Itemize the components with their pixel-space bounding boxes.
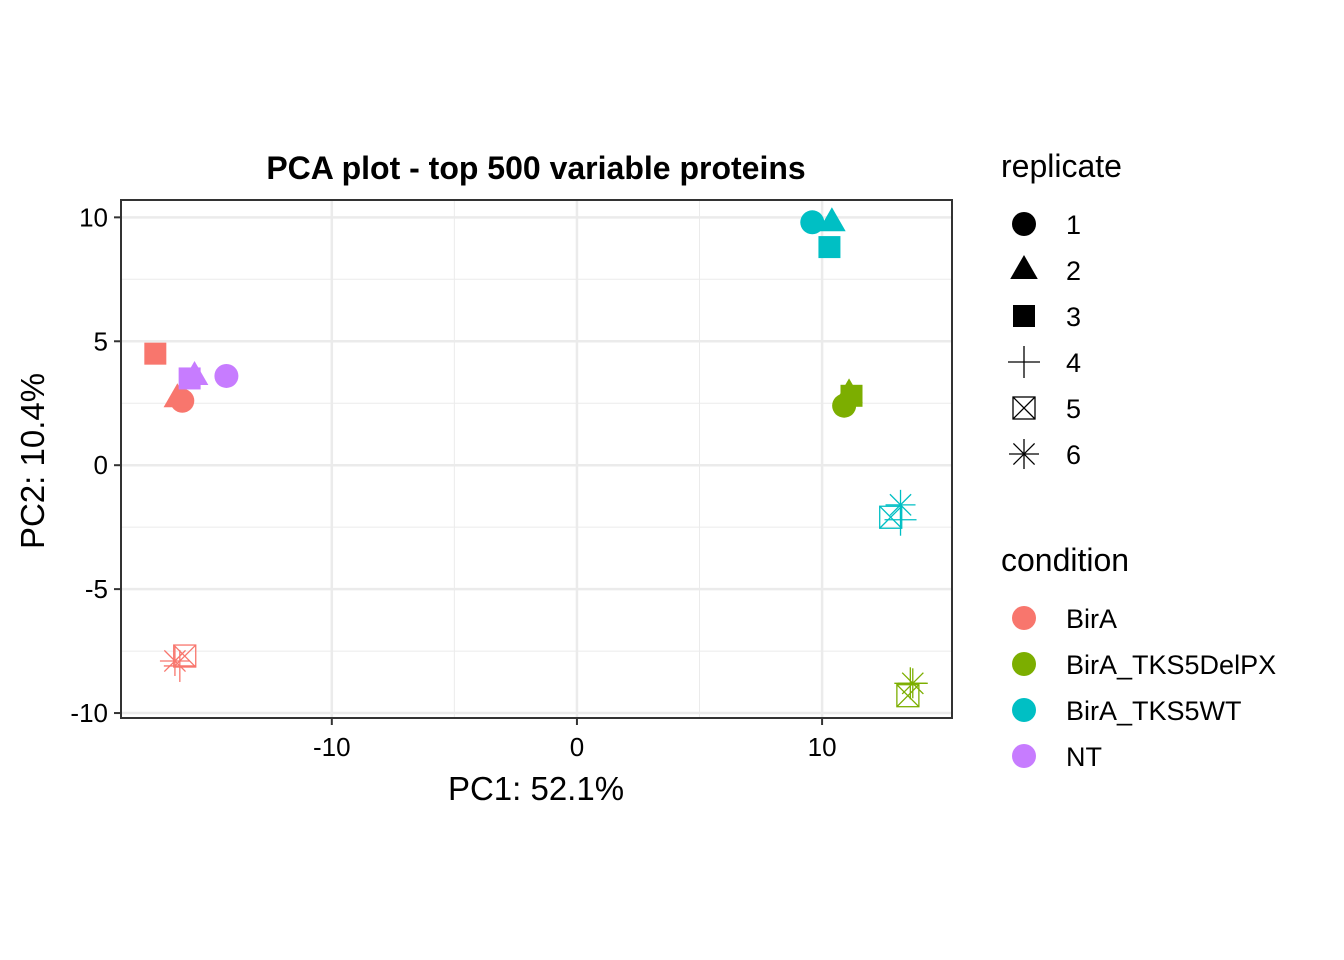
data-point	[818, 236, 841, 259]
data-point	[173, 644, 197, 668]
legend-condition-key	[1012, 698, 1036, 722]
legend-condition-key	[1012, 606, 1036, 630]
y-tick-label: -10	[70, 698, 108, 728]
legend-condition-label: BirA_TKS5DelPX	[1066, 650, 1276, 680]
y-axis-label: PC2: 10.4%	[14, 373, 51, 549]
legend-replicate-key	[1010, 255, 1038, 279]
grid-minor	[121, 200, 952, 718]
legend-replicate-label: 6	[1066, 440, 1081, 470]
x-tick-label: 10	[808, 732, 837, 762]
data-point	[879, 505, 903, 529]
legend-replicate-label: 4	[1066, 348, 1081, 378]
legend-replicate-key	[1012, 396, 1036, 420]
legend-condition-label: BirA	[1066, 604, 1117, 634]
x-axis-label: PC1: 52.1%	[448, 770, 624, 807]
legend-condition-key	[1012, 652, 1036, 676]
legend-condition-key	[1012, 744, 1036, 768]
legend-replicate-label: 2	[1066, 256, 1081, 286]
data-point	[818, 207, 846, 232]
legend-replicate-key	[1012, 212, 1036, 236]
legend-replicate-label: 1	[1066, 210, 1081, 240]
legend-condition: condition BirA BirA_TKS5DelPX BirA_TKS5WT N…	[1001, 542, 1276, 772]
y-tick-label: 10	[79, 202, 108, 232]
data-point	[800, 210, 825, 235]
x-tick-label: 0	[570, 732, 584, 762]
data-point	[163, 383, 192, 408]
x-tick-label: -10	[313, 732, 351, 762]
data-point	[178, 367, 201, 390]
legend-replicate-key	[1013, 305, 1035, 327]
plot-panel-background	[121, 200, 952, 718]
plot-panel-border	[120, 199, 953, 719]
legend-replicate-label: 5	[1066, 394, 1081, 424]
y-tick-label: 5	[94, 326, 108, 356]
x-axis-ticks: -10 0 10	[313, 718, 837, 762]
y-tick-label: 0	[94, 450, 108, 480]
y-axis-ticks: -10 -5 0 5 10	[70, 202, 121, 728]
legend-replicate-title: replicate	[1001, 148, 1122, 184]
data-point	[896, 684, 920, 708]
legend-condition-label: NT	[1066, 742, 1102, 772]
grid-major	[121, 200, 952, 718]
data-point	[144, 342, 167, 365]
y-tick-label: -5	[85, 574, 108, 604]
chart-title: PCA plot - top 500 variable proteins	[266, 150, 805, 186]
data-point	[897, 668, 928, 699]
data-point	[159, 645, 190, 676]
legend-condition-title: condition	[1001, 542, 1129, 578]
legend-replicate-key	[1008, 346, 1040, 378]
legend-condition-label: BirA_TKS5WT	[1066, 696, 1242, 726]
data-point	[885, 489, 916, 520]
legend-replicate: replicate 1 2 3 4 5 6	[1001, 148, 1122, 470]
data-point	[214, 363, 239, 388]
legend-replicate-label: 3	[1066, 302, 1081, 332]
data-points	[144, 207, 928, 708]
data-point	[840, 384, 863, 407]
legend-replicate-key	[1009, 439, 1039, 469]
